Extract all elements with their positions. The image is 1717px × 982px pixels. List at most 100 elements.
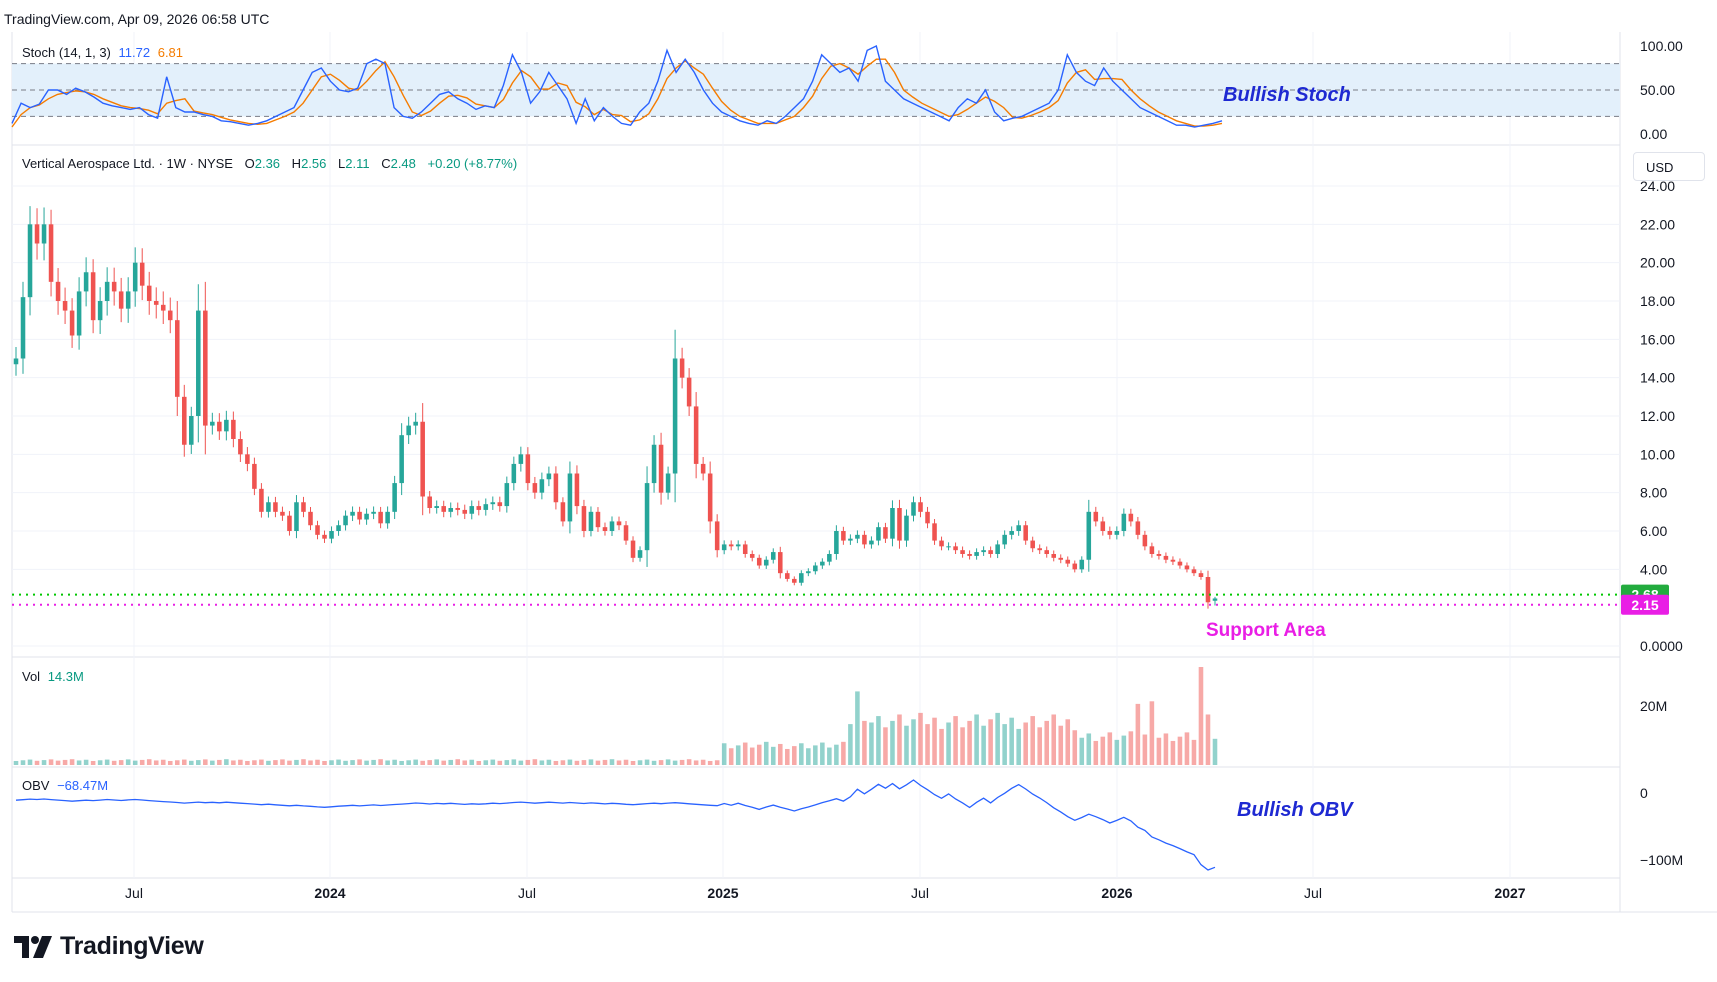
candle [476, 500, 482, 516]
candle [602, 522, 608, 536]
stoch-axis-tick-label: 50.00 [1640, 82, 1675, 98]
volume-bar [139, 759, 145, 765]
candle-body [841, 531, 846, 541]
volume-bar [974, 714, 979, 765]
candle-body [1142, 534, 1148, 547]
volume-bar [1142, 734, 1148, 765]
volume-bar [55, 760, 61, 765]
price-axis-tick-label: 6.00 [1640, 523, 1667, 539]
candle-body [630, 540, 636, 558]
volume-bar [904, 725, 909, 765]
candle [504, 476, 510, 513]
volume-bar [350, 760, 355, 765]
candle-body [336, 525, 341, 531]
stoch-legend[interactable]: Stoch (14, 1, 3) 11.72 6.81 [22, 45, 187, 60]
volume-bar [988, 719, 993, 765]
volume-bar [364, 760, 369, 765]
candle-body [27, 224, 33, 298]
stoch-axis-tick-label: 100.00 [1640, 38, 1683, 54]
candle-body [203, 310, 208, 426]
volume-bar [336, 759, 341, 765]
candle-body [658, 444, 664, 493]
volume-bar [546, 759, 552, 765]
candle-body [848, 538, 853, 541]
candle-body [834, 531, 839, 554]
candle [196, 284, 201, 443]
volume-bar [160, 759, 166, 765]
time-axis-tick-label: Jul [518, 885, 536, 901]
candle [427, 490, 432, 514]
volume-bar [287, 760, 292, 765]
tradingview-logo[interactable]: TradingView [14, 932, 204, 961]
price-legend-low: L2.11 [338, 156, 374, 171]
candle [315, 520, 320, 540]
candle-body [34, 224, 40, 244]
volume-bar [609, 759, 615, 765]
volume-bar [834, 744, 839, 765]
volume-bar [315, 759, 320, 765]
candle [139, 248, 145, 301]
obv-legend[interactable]: OBV −68.47M [22, 778, 112, 793]
volume-bar [672, 760, 678, 765]
candle-body [41, 224, 47, 244]
candle [399, 423, 404, 496]
candle [904, 509, 909, 547]
candle [455, 502, 461, 516]
time-axis-tick-label: Jul [1304, 885, 1322, 901]
candle-body [574, 473, 580, 507]
candle-body [350, 511, 355, 516]
candle-body [20, 297, 26, 359]
candle [679, 347, 685, 389]
volume-bar [62, 759, 68, 765]
currency-button[interactable]: USD [1633, 152, 1705, 181]
candle-body [763, 559, 769, 566]
volume-legend-name: Vol [22, 669, 41, 684]
candle-body [182, 396, 187, 445]
candle-body [287, 515, 292, 531]
volume-bar [560, 760, 566, 765]
candle [553, 466, 559, 510]
candle-body [490, 502, 496, 505]
volume-bar [1156, 737, 1162, 765]
volume-bar [294, 759, 299, 765]
candle [813, 562, 818, 575]
candle [918, 496, 923, 518]
candle-body [904, 515, 909, 541]
volume-legend[interactable]: Vol 14.3M [22, 669, 88, 684]
candle-body [1023, 525, 1028, 541]
candle [167, 297, 173, 334]
candle [532, 476, 538, 499]
candle [574, 465, 580, 515]
candle-body [862, 534, 867, 545]
candle [820, 558, 825, 569]
candle-body [756, 557, 762, 566]
candle [792, 576, 797, 586]
obv-axis-tick-label: 0 [1640, 785, 1648, 801]
candle-body [855, 534, 860, 539]
stoch-legend-name: Stoch (14, 1, 3) [22, 45, 111, 60]
volume-bar [357, 759, 362, 765]
candle [434, 500, 439, 514]
candle [799, 570, 804, 586]
candle-body [988, 550, 993, 554]
candle-body [1149, 546, 1155, 554]
candle-body [315, 525, 320, 535]
candle-body [525, 454, 531, 484]
candle [1149, 542, 1155, 558]
candle-body [406, 425, 411, 436]
candle-body [189, 416, 194, 445]
support-area-annotation: Support Area [1206, 620, 1326, 641]
candle-body [357, 511, 362, 520]
volume-bar [259, 759, 264, 765]
candle-body [280, 511, 285, 516]
candle [1100, 516, 1106, 536]
volume-bar [770, 746, 776, 765]
volume-bar [210, 760, 215, 765]
candle-body [104, 281, 110, 301]
candle [756, 554, 762, 569]
volume-bar [203, 759, 208, 765]
volume-bar [792, 746, 797, 765]
price-axis-tick-label: 24.00 [1640, 178, 1675, 194]
price-legend[interactable]: Vertical Aerospace Ltd. · 1W · NYSE O2.3… [22, 156, 521, 171]
